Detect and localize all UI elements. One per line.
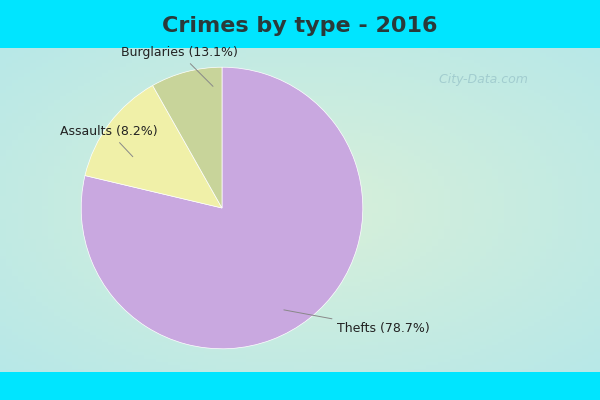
- Text: Crimes by type - 2016: Crimes by type - 2016: [162, 16, 438, 36]
- Text: City-Data.com: City-Data.com: [431, 73, 528, 86]
- Wedge shape: [85, 86, 222, 208]
- Text: Thefts (78.7%): Thefts (78.7%): [284, 310, 430, 335]
- Text: Assaults (8.2%): Assaults (8.2%): [60, 125, 158, 157]
- Wedge shape: [152, 67, 222, 208]
- Text: Burglaries (13.1%): Burglaries (13.1%): [121, 46, 238, 86]
- Wedge shape: [81, 67, 363, 349]
